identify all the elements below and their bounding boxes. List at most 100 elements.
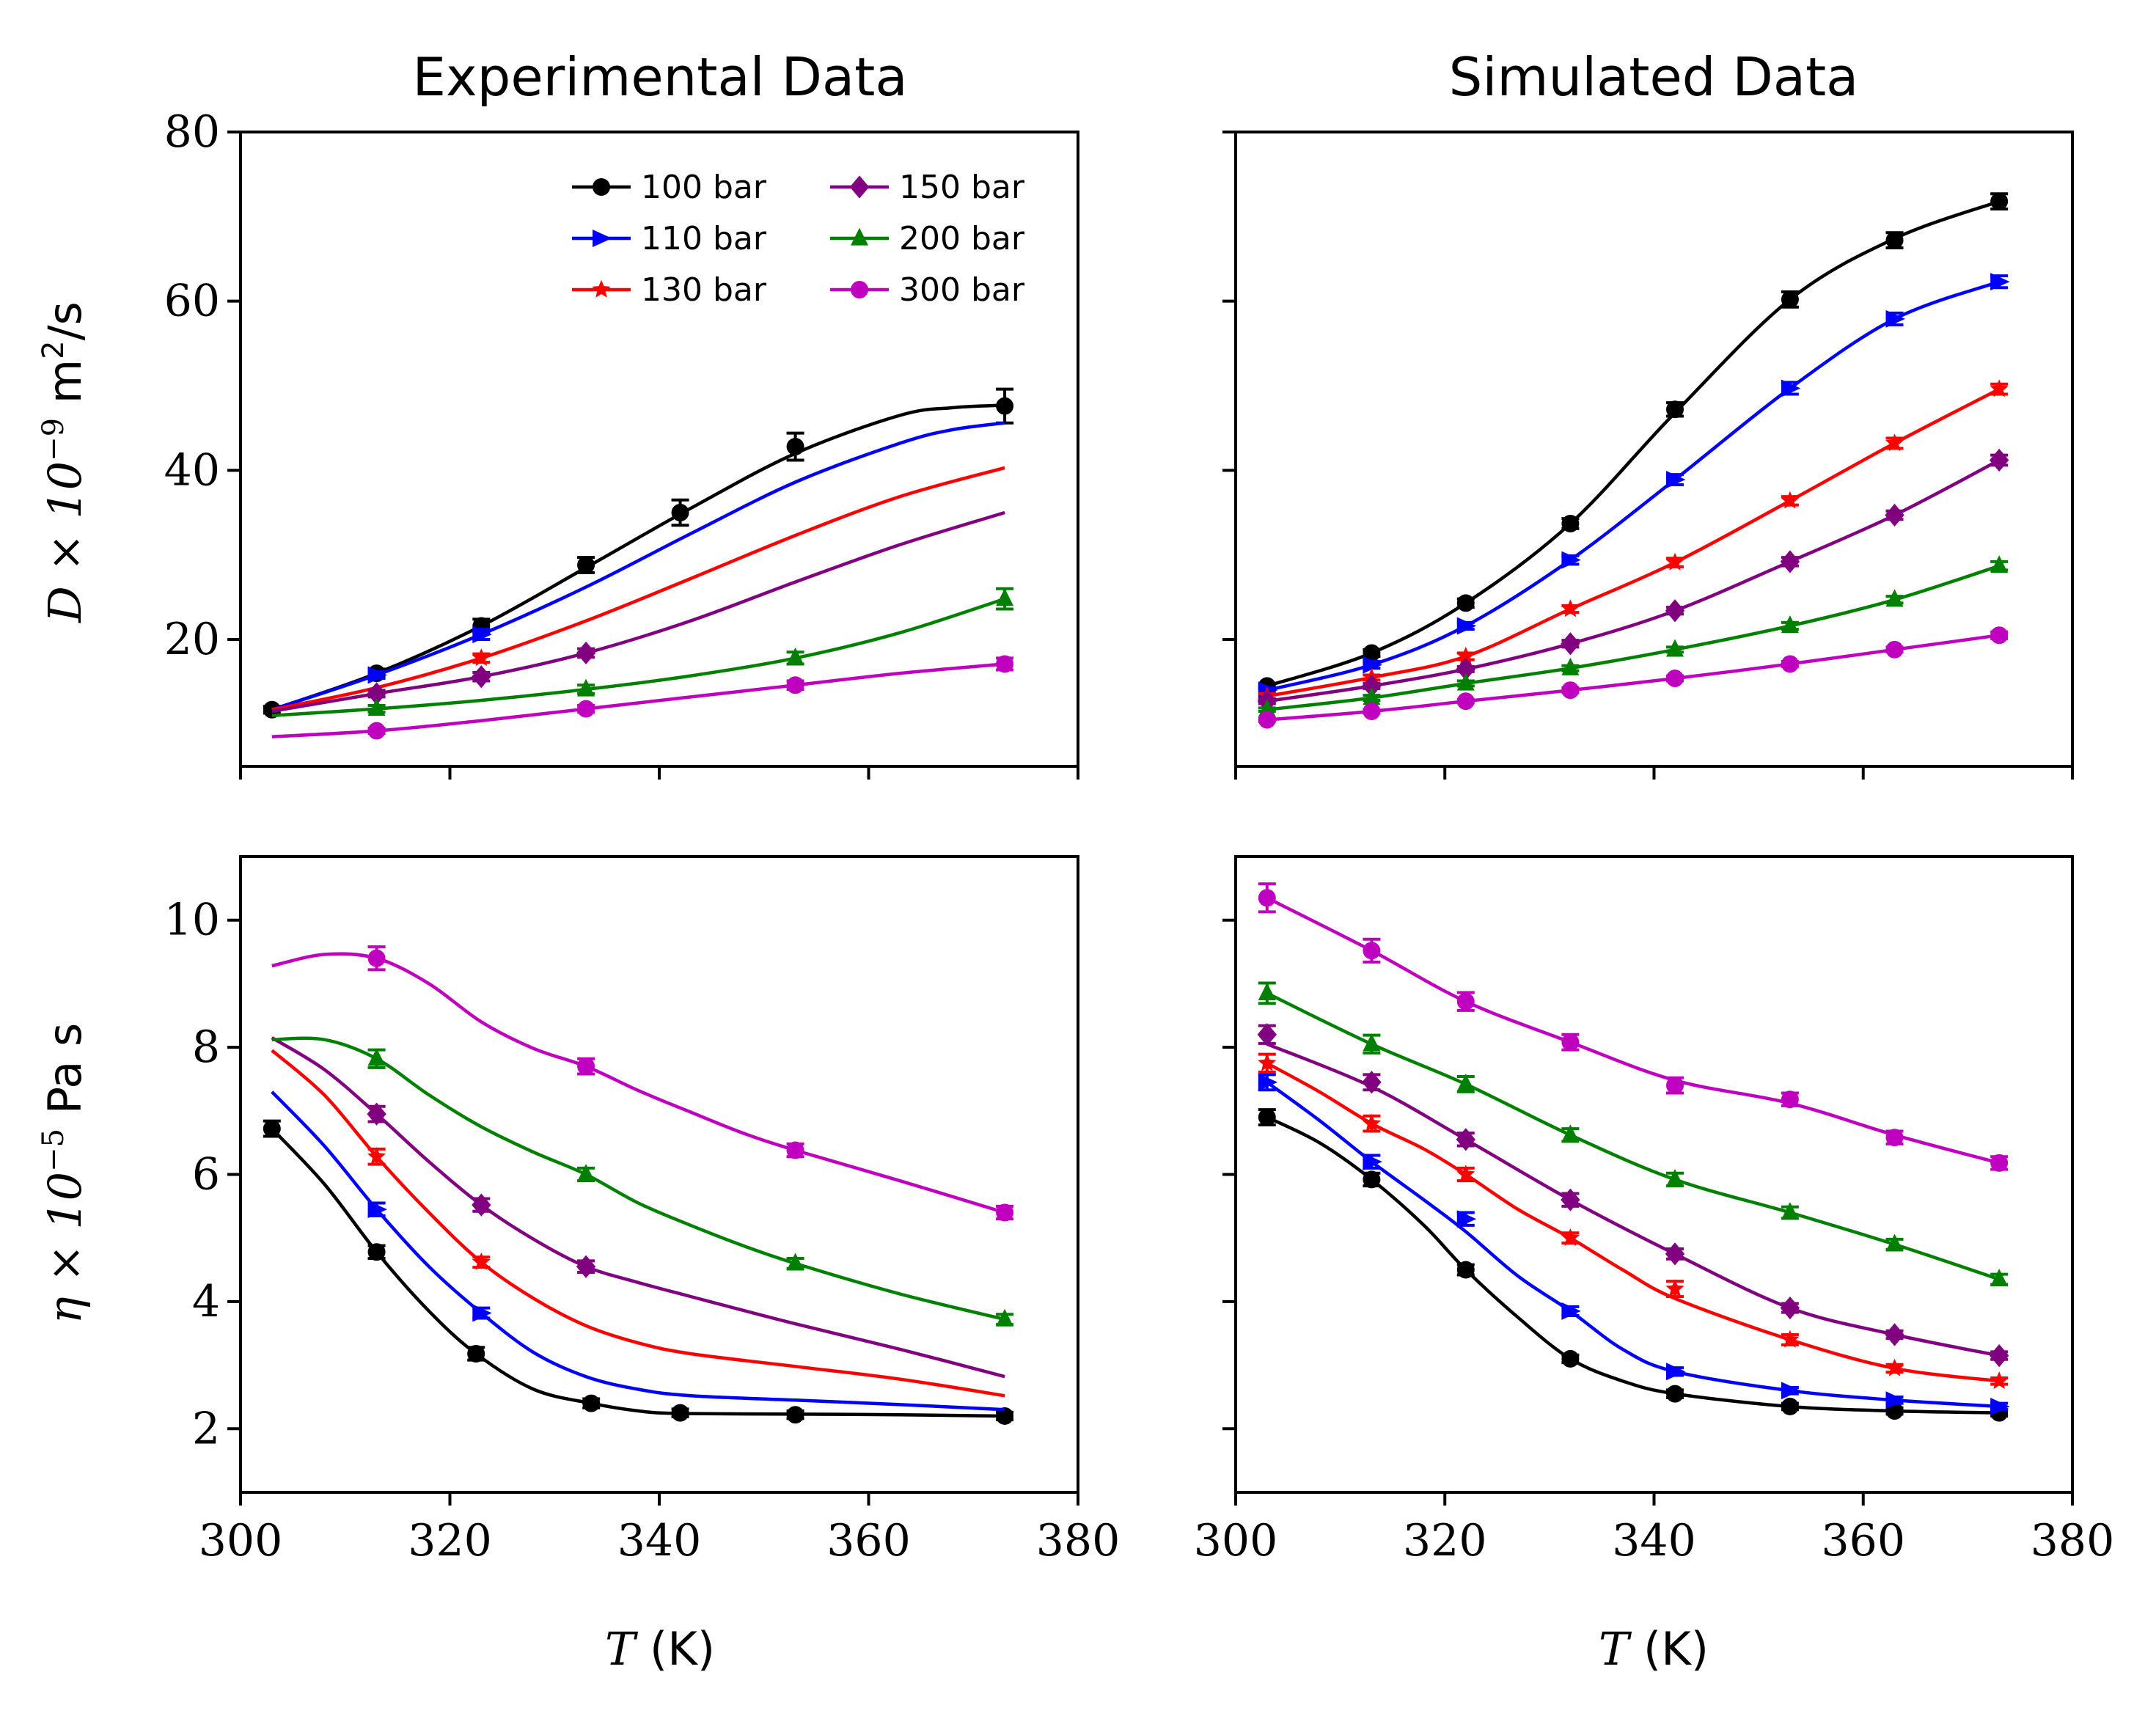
legend-label: 200 bar — [899, 220, 1025, 257]
data-point — [576, 1255, 596, 1278]
data-point — [1258, 711, 1276, 729]
data-point — [1885, 1233, 1904, 1252]
data-point — [1990, 192, 2009, 210]
data-point — [996, 1203, 1014, 1222]
data-point — [1363, 656, 1382, 674]
y-tick-label: 20 — [164, 614, 220, 665]
y-tick-label: 4 — [192, 1276, 220, 1327]
data-point — [1990, 1397, 2010, 1415]
data-point — [1363, 1153, 1382, 1171]
y-axis-label-diffusion-exp: −9 — [37, 418, 70, 461]
data-point — [1780, 1296, 1800, 1320]
data-point — [472, 1252, 491, 1270]
panel-diffusion-experimental: 20 40 60 80 — [164, 106, 1079, 780]
data-point — [1885, 309, 1905, 328]
x-axis-label-left: T (K) — [605, 1622, 715, 1676]
series-130-bar — [271, 466, 1005, 711]
x-tick-label: 320 — [408, 1515, 492, 1566]
data-point — [367, 1102, 386, 1126]
data-point — [367, 682, 386, 705]
data-point — [1885, 1358, 1904, 1376]
y-axis-label-diffusion-unit-exp: 2 — [37, 340, 70, 359]
legend-entry-150-bar: 150 bar — [830, 169, 1025, 206]
series-110-bar — [1258, 1073, 2010, 1415]
data-point — [786, 1141, 804, 1159]
data-point — [1258, 889, 1276, 907]
data-point — [367, 1147, 386, 1165]
data-point — [786, 1406, 804, 1424]
data-point — [1362, 674, 1382, 698]
data-point — [1456, 1261, 1475, 1279]
data-point — [1561, 1349, 1580, 1368]
data-point — [1561, 1124, 1580, 1143]
data-point — [367, 1243, 386, 1261]
data-point — [1666, 1385, 1684, 1403]
legend-entry-300-bar: 300 bar — [830, 271, 1025, 309]
fit-line-200-bar — [271, 597, 1005, 718]
fit-line-300-bar — [271, 662, 1005, 738]
panel-viscosity-experimental: 300 320 340 360 380 2 4 6 8 10 — [164, 855, 1120, 1566]
legend-entry-100-bar: 100 bar — [572, 169, 767, 206]
data-point — [1666, 471, 1686, 489]
data-point — [1885, 1323, 1904, 1346]
data-point — [1456, 657, 1475, 681]
data-point — [1781, 290, 1799, 309]
data-point — [472, 648, 491, 667]
y-tick-label: 6 — [192, 1149, 220, 1200]
data-point — [1258, 983, 1276, 1001]
data-point — [1362, 1113, 1381, 1132]
x-tick-label: 320 — [1403, 1515, 1487, 1566]
legend: 100 bar 110 bar 130 bar 150 bar 200 bar 300 b… — [572, 169, 1025, 309]
data-point — [1665, 1279, 1684, 1297]
data-point — [1456, 1210, 1477, 1228]
series-300-bar — [271, 655, 1014, 740]
data-point — [1363, 703, 1381, 721]
x-tick-label: 340 — [1612, 1515, 1696, 1566]
data-point — [1990, 555, 2009, 573]
data-point — [1561, 681, 1580, 700]
data-point — [786, 1253, 804, 1271]
fit-line-130-bar — [271, 1049, 1005, 1398]
data-point — [1561, 599, 1580, 617]
y-axis-label-viscosity-main: η × 10 — [38, 1172, 92, 1324]
data-point — [1885, 231, 1904, 249]
data-point — [1363, 687, 1381, 705]
data-point — [472, 1304, 492, 1322]
series-150-bar — [1257, 448, 2009, 713]
data-point — [1781, 1330, 1800, 1348]
data-point — [1258, 1073, 1278, 1091]
legend-marker — [849, 175, 870, 199]
data-point — [1781, 1090, 1799, 1109]
data-point — [1990, 1154, 2009, 1172]
data-point — [1258, 1053, 1277, 1071]
x-axis-label-right: T (K) — [1599, 1622, 1709, 1676]
data-point — [1781, 655, 1799, 673]
legend-label: 300 bar — [899, 271, 1025, 309]
legend-label: 100 bar — [641, 169, 767, 206]
legend-label: 110 bar — [641, 220, 767, 257]
data-point — [1781, 615, 1799, 634]
data-point — [1561, 1302, 1581, 1320]
data-point — [1989, 448, 2009, 472]
fit-line-110-bar — [271, 1090, 1005, 1412]
y-tick-label: 10 — [164, 895, 220, 946]
legend-marker — [851, 281, 868, 298]
legend-label: 130 bar — [641, 271, 767, 309]
data-point — [367, 722, 386, 740]
data-point — [1666, 400, 1684, 419]
data-point — [786, 676, 804, 694]
data-point — [1665, 552, 1684, 571]
data-point — [786, 647, 804, 665]
data-point — [1990, 626, 2009, 645]
data-point — [367, 1200, 387, 1219]
data-point — [1561, 551, 1581, 569]
data-point — [1666, 1077, 1684, 1095]
data-point — [1781, 379, 1801, 397]
fit-line-150-bar — [271, 510, 1005, 714]
data-point — [1665, 599, 1685, 623]
data-point — [1665, 1242, 1685, 1266]
panel-title-simulated: Simulated Data — [1449, 46, 1859, 108]
data-point — [367, 666, 387, 684]
data-point — [1666, 1169, 1684, 1187]
